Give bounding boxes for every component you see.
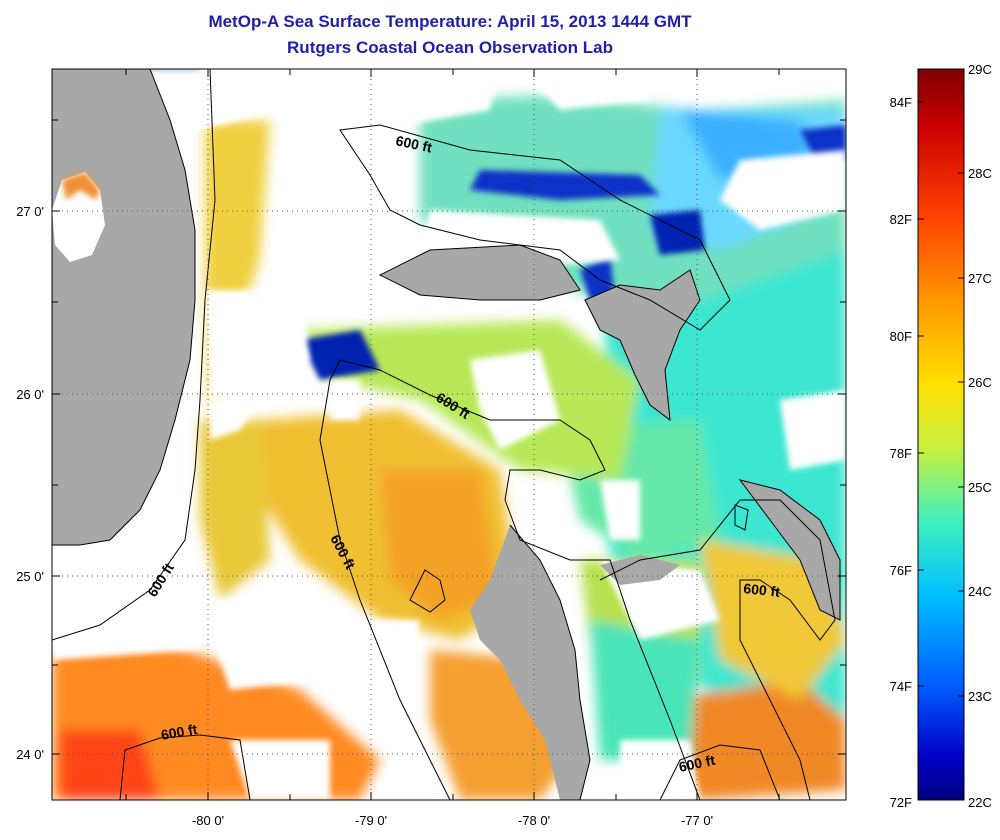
cold-patch-2 xyxy=(650,210,705,255)
contour-exuma-sound xyxy=(599,499,836,800)
cloud-7 xyxy=(210,400,260,440)
contour-little-bahama-bank xyxy=(339,124,731,331)
map-frame xyxy=(51,68,847,801)
contour-southwest xyxy=(119,734,251,800)
contour-label-southwest: 600 ft xyxy=(160,721,199,743)
cloud-11 xyxy=(52,560,200,660)
contour-small-loop xyxy=(734,504,749,531)
fahrenheit-label-76: 76F xyxy=(890,563,912,578)
lat-label-26: 26 0' xyxy=(16,387,44,402)
lat-label-25: 25 0' xyxy=(16,569,44,584)
lake-warm-patch xyxy=(62,172,100,200)
celsius-label-28: 28C xyxy=(968,166,992,181)
celsius-label-26: 26C xyxy=(968,375,992,390)
contours-600ft xyxy=(52,69,836,800)
cloud-12 xyxy=(200,600,320,690)
celsius-label-25: 25C xyxy=(968,480,992,495)
cold-patches xyxy=(140,70,846,380)
lat-label-24: 24 0' xyxy=(16,747,44,762)
fahrenheit-label-78: 78F xyxy=(890,446,912,461)
contour-label-north: 600 ft xyxy=(394,132,433,155)
fahrenheit-label-84: 84F xyxy=(890,95,912,110)
colorbar: 29C 28C 27C 26C 25C 24C 23C 22C 84F 82F … xyxy=(890,62,992,810)
sst-region-orange-core xyxy=(380,470,500,620)
lat-label-27: 27 0' xyxy=(16,204,44,219)
andros-coastline xyxy=(509,524,591,800)
celsius-label-24: 24C xyxy=(968,584,992,599)
sst-region-gulfstream-south xyxy=(200,420,270,600)
contour-florida xyxy=(52,69,216,641)
sst-region-central xyxy=(300,320,640,480)
sst-map: 600 ft 600 ft 600 ft 600 ft 600 ft 600 f… xyxy=(52,69,846,800)
cloud-cover xyxy=(52,69,846,800)
lon-label-79: -79 0' xyxy=(355,813,387,828)
eleuthera-coastline xyxy=(738,479,841,621)
sst-region-south-cyan xyxy=(590,620,700,760)
grand-bahama-coastline xyxy=(378,244,581,301)
colorbar-bar xyxy=(917,68,965,801)
tick-marks xyxy=(52,69,846,800)
sst-region-hot-core xyxy=(60,730,160,800)
contour-label-east: 600 ft xyxy=(743,580,781,600)
contour-tongue-of-ocean xyxy=(339,359,701,800)
eleuthera-land xyxy=(740,480,840,620)
cloud-4 xyxy=(720,150,846,230)
lon-label-80: -80 0' xyxy=(192,813,224,828)
colorbar-ticks xyxy=(918,101,964,697)
andros-land xyxy=(470,525,590,800)
florida-coastline xyxy=(52,69,196,546)
cloud-16 xyxy=(230,740,330,800)
cloud-8 xyxy=(330,380,360,420)
contour-loop xyxy=(409,569,446,613)
fahrenheit-label-82: 82F xyxy=(890,212,912,227)
cloud-10 xyxy=(600,480,640,540)
cloud-9 xyxy=(470,350,560,450)
cloud-2 xyxy=(280,69,500,130)
fahrenheit-label-74: 74F xyxy=(890,679,912,694)
cold-patch-3 xyxy=(300,330,380,380)
coastlines xyxy=(52,69,841,800)
celsius-label-27: 27C xyxy=(968,271,992,286)
contour-west-bank xyxy=(319,359,341,441)
cold-patch-4 xyxy=(580,255,615,300)
fahrenheit-label-80: 80F xyxy=(890,329,912,344)
contour-label-southeast: 600 ft xyxy=(677,752,716,775)
lon-label-78: -78 0' xyxy=(518,813,550,828)
cloud-3 xyxy=(520,69,650,110)
celsius-label-29: 29C xyxy=(968,62,992,77)
cold-patch-1 xyxy=(470,170,660,200)
contour-southeast xyxy=(659,744,781,800)
cloud-17 xyxy=(620,740,700,800)
fahrenheit-label-72: 72F xyxy=(890,795,912,810)
abaco-coastline xyxy=(584,269,701,422)
map-title: MetOp-A Sea Surface Temperature: April 1… xyxy=(208,12,692,31)
abaco-land xyxy=(585,270,700,420)
new-providence-land xyxy=(600,555,680,585)
lon-label-77: -77 0' xyxy=(681,813,713,828)
celsius-label-22: 22C xyxy=(968,795,992,810)
graticule xyxy=(52,69,846,800)
grand-bahama-land xyxy=(380,245,580,300)
celsius-label-23: 23C xyxy=(968,689,992,704)
cloud-6 xyxy=(205,290,310,400)
map-subtitle: Rutgers Coastal Ocean Observation Lab xyxy=(287,38,613,57)
sst-region-southeast xyxy=(650,680,846,800)
contour-great-bahama-west xyxy=(319,439,451,800)
cloud-15 xyxy=(780,390,846,470)
